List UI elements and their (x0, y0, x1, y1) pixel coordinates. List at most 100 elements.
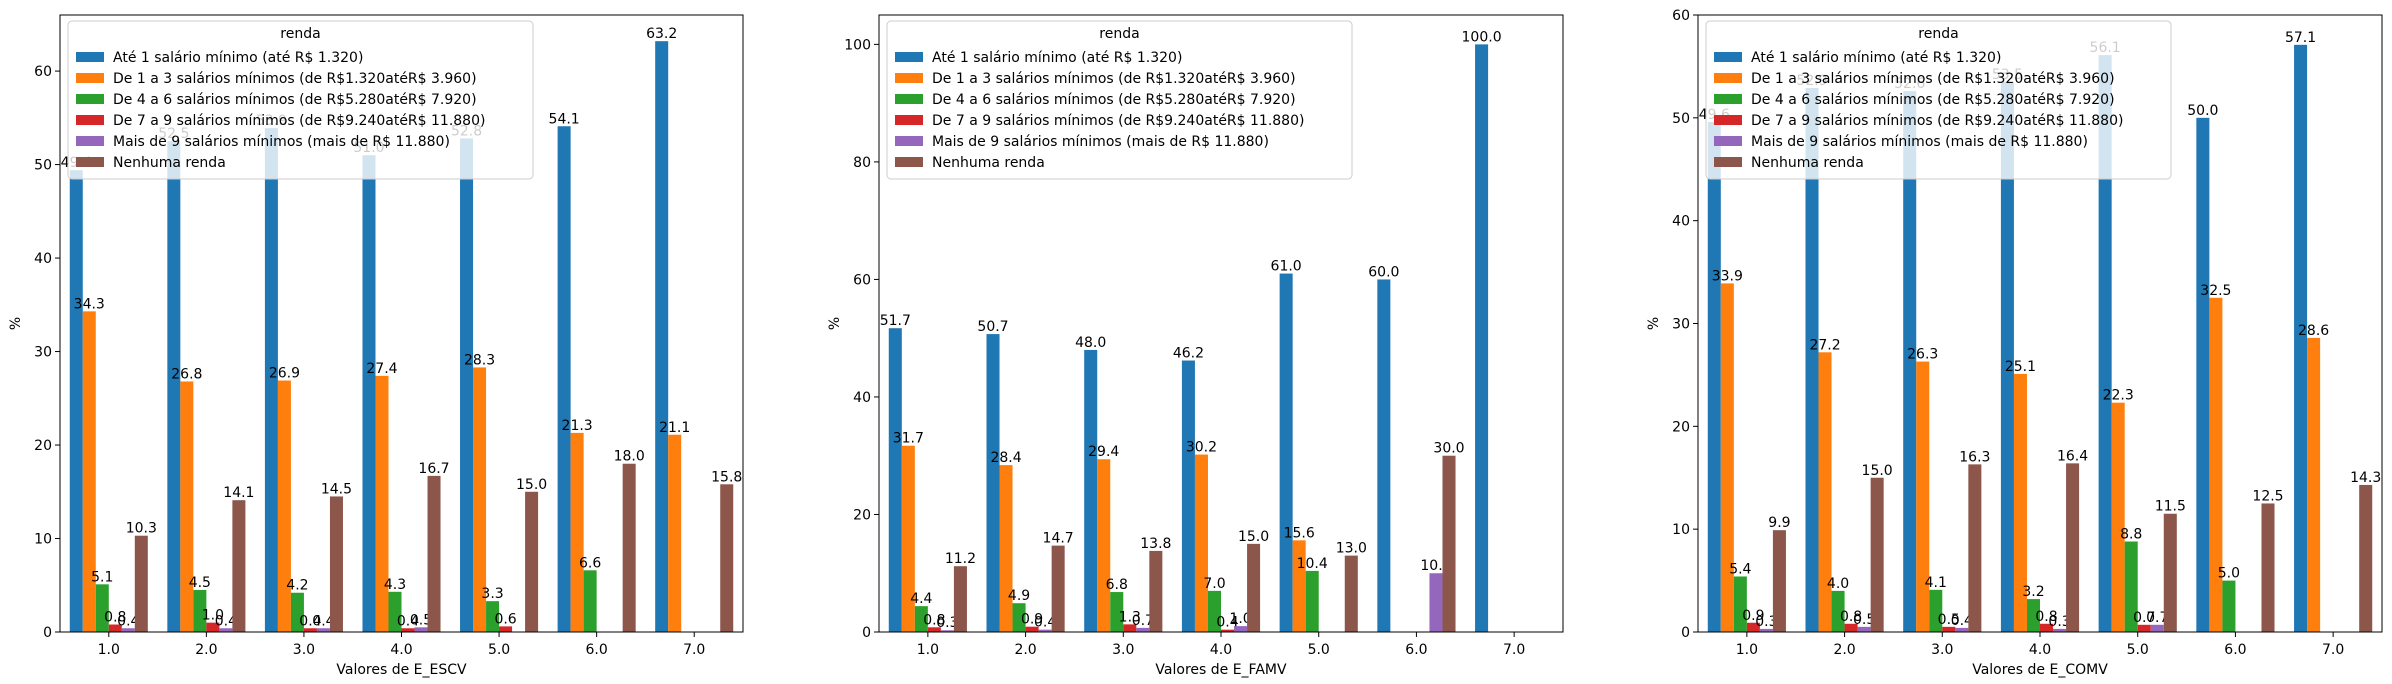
bar (1012, 603, 1026, 632)
bar-data-label: 14.1 (223, 485, 254, 501)
legend-swatch (1714, 136, 1742, 146)
bar (1247, 543, 1261, 632)
y-tick-label: 40 (34, 251, 52, 267)
bar (2026, 599, 2040, 632)
bar (655, 41, 669, 633)
bar-data-label: 4.0 (1827, 576, 1849, 592)
legend-entry: Até 1 salário mínimo (até R$ 1.320) (932, 50, 1182, 66)
y-tick-label: 20 (34, 438, 52, 454)
legend-swatch (895, 136, 923, 146)
x-tick-label: 3.0 (1931, 642, 1953, 658)
bar (1720, 283, 1734, 632)
bar (1194, 454, 1208, 632)
bar (570, 432, 584, 632)
bar (167, 141, 181, 632)
x-tick-label: 2.0 (1014, 642, 1036, 658)
legend-swatch (76, 157, 104, 167)
bar-data-label: 26.8 (171, 366, 202, 382)
y-tick-label: 30 (34, 345, 52, 361)
legend-entry: De 4 a 6 salários mínimos (de R$5.280até… (932, 92, 1296, 108)
bar-data-label: 0.4 (1951, 613, 1973, 629)
bar (622, 463, 636, 632)
x-tick-label: 4.0 (390, 642, 412, 658)
bar (206, 622, 220, 632)
bar (914, 606, 928, 632)
bar (1746, 622, 1760, 632)
bar-data-label: 1.0 (1229, 611, 1251, 627)
bar (2053, 628, 2067, 632)
bar (2209, 297, 2223, 632)
bar-data-label: 27.4 (366, 361, 397, 377)
bar-data-label: 26.3 (1907, 347, 1938, 363)
legend-entry: De 1 a 3 salários mínimos (de R$1.320até… (1751, 71, 2115, 87)
bar (557, 126, 571, 632)
bar-data-label: 10.4 (1297, 556, 1328, 572)
x-tick-label: 4.0 (1210, 642, 1232, 658)
bar-data-label: 0.6 (494, 611, 516, 627)
legend-swatch (76, 94, 104, 104)
x-tick-label: 6.0 (586, 642, 608, 658)
y-tick-label: 10 (34, 532, 52, 548)
legend: renda Até 1 salário mínimo (até R$ 1.320)… (1705, 20, 2172, 180)
chart-escv: 49.452.553.951.052.854.163.234.326.826.9… (8, 14, 744, 678)
legend-box (67, 20, 534, 180)
bar (499, 626, 513, 632)
bar-data-label: 0.7 (2133, 610, 2155, 626)
bar-data-label: 0.5 (410, 612, 432, 628)
x-tick-label: 5.0 (2127, 642, 2149, 658)
bar-data-label: 0.4 (117, 613, 139, 629)
bar (1025, 626, 1039, 632)
legend-entry: Mais de 9 salários mínimos (mais de R$ 1… (932, 134, 1269, 150)
bar-data-label: 0.4 (397, 613, 419, 629)
bar (668, 434, 682, 632)
bar-data-label: 0.5 (1853, 612, 1875, 628)
bar-data-label: 63.2 (646, 26, 677, 42)
bar-data-label: 21.3 (562, 418, 593, 434)
legend-box (886, 20, 1353, 180)
legend-entry: De 7 a 9 salários mínimos (de R$9.240até… (932, 113, 1304, 129)
bar (1916, 361, 1930, 632)
legend-entry: De 7 a 9 salários mínimos (de R$9.240até… (113, 113, 485, 129)
chart-comv: 49.652.952.653.556.150.057.133.927.226.3… (1646, 8, 2383, 678)
bar (1038, 629, 1052, 632)
bar-data-label: 29.4 (1088, 444, 1119, 460)
bar (2066, 463, 2080, 632)
bar-data-label: 15.8 (711, 469, 742, 485)
legend-swatch (1714, 115, 1742, 125)
legend-swatch (1714, 94, 1742, 104)
bar (2307, 337, 2321, 632)
legend-swatch (895, 115, 923, 125)
bar (69, 170, 83, 632)
bar (583, 570, 597, 632)
bar-data-label: 57.1 (2285, 30, 2316, 46)
bar-data-label: 8.8 (2120, 527, 2142, 543)
bar (1870, 477, 1884, 632)
y-tick-label: 40 (853, 390, 871, 406)
bar (134, 535, 148, 632)
bar (329, 496, 343, 632)
x-tick-label: 5.0 (1308, 642, 1330, 658)
bar-data-label: 25.1 (2005, 359, 2036, 375)
bar-data-label: 9.9 (1768, 515, 1790, 531)
x-tick-label: 7.0 (1503, 642, 1525, 658)
bar-data-label: 15.0 (1238, 529, 1269, 545)
bar (1221, 629, 1235, 632)
bar (1929, 589, 1943, 632)
bar (1344, 555, 1358, 632)
bar-data-label: 10.3 (126, 521, 157, 537)
bar (1942, 626, 1956, 632)
y-tick-label: 60 (853, 272, 871, 288)
bar (264, 128, 278, 632)
bar (1292, 540, 1306, 632)
chart-famv: 51.7 50.7 48.0 46.2 61.0 60.0 100.0 31.7 28.4 29.… (827, 14, 1564, 678)
bar (986, 334, 1000, 632)
legend-swatch (76, 136, 104, 146)
bar (2000, 81, 2014, 633)
bar-data-label: 12.5 (2252, 488, 2283, 504)
legend-entry: De 4 a 6 salários mínimos (de R$5.280até… (1751, 92, 2115, 108)
bar (1831, 590, 1845, 632)
bar (362, 155, 376, 633)
bar-data-label: 100.0 (1462, 29, 1502, 45)
legend-swatch (1714, 52, 1742, 62)
